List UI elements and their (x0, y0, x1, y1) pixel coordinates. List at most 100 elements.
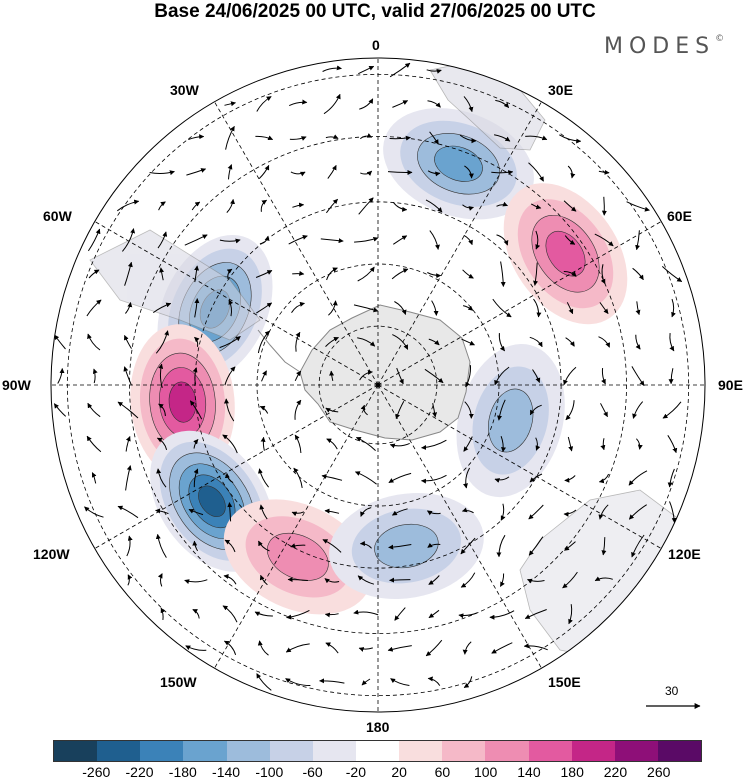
wind-vector (427, 100, 441, 108)
wind-vector (564, 235, 576, 245)
wind-vector (288, 99, 308, 107)
wind-vector (361, 678, 371, 686)
wind-vector (224, 539, 236, 553)
wind-vector (194, 265, 200, 283)
wind-vector (669, 333, 675, 352)
wind-vector (223, 640, 237, 656)
wind-vector (325, 198, 338, 214)
wind-vector (219, 336, 241, 349)
wind-vector (184, 579, 208, 585)
wind-vector (524, 609, 547, 619)
meridian-line (80, 212, 379, 386)
lon-label-0: 0 (372, 37, 380, 53)
wind-vector (426, 510, 441, 516)
lon-label-30w: 30W (170, 82, 199, 98)
wind-vector (528, 162, 544, 182)
wind-vector (598, 169, 610, 175)
wind-vector (567, 436, 574, 452)
wind-vector (158, 201, 166, 211)
wind-vector (184, 234, 208, 246)
wind-vector (357, 575, 375, 585)
colorbar-swatch (312, 741, 356, 761)
colorbar-swatch (528, 741, 572, 761)
wind-vector (535, 230, 541, 250)
wind-vector (387, 170, 413, 176)
colorbar-swatch (269, 741, 313, 761)
wind-vector (290, 543, 306, 549)
wind-vector (496, 201, 508, 207)
wind-vector (388, 544, 412, 550)
colorbar-swatch (571, 741, 615, 761)
wind-vector (157, 231, 168, 249)
colorbar-tick-label: -260 (82, 764, 111, 780)
graticule (51, 58, 705, 712)
lon-label-60w: 60W (43, 208, 72, 224)
wind-vector (632, 401, 644, 419)
wind-vector (462, 269, 474, 279)
wind-vector (667, 435, 678, 454)
wind-vector (223, 398, 235, 422)
wind-vector (428, 575, 440, 585)
meridian-line (80, 384, 379, 558)
wind-vector (193, 468, 199, 488)
modes-logo: MODES© (604, 34, 725, 59)
wind-vector (122, 228, 136, 252)
lon-label-60e: 60E (667, 208, 692, 224)
wind-vector (668, 368, 674, 385)
wind-vector (294, 370, 302, 381)
wind-vector (391, 508, 408, 516)
wind-vector (86, 299, 102, 317)
colorbar-tick-label: 220 (603, 764, 628, 780)
wind-vector (158, 403, 166, 417)
wind-vector (189, 400, 203, 420)
wind-vector (594, 576, 613, 582)
wind-vector (259, 235, 270, 245)
wind-vector (463, 96, 474, 113)
wind-vector (87, 333, 101, 351)
wind-vector (53, 403, 67, 417)
wind-vector (461, 507, 474, 514)
wind-vector (662, 401, 682, 419)
wind-vector (567, 165, 576, 179)
wind-vector (193, 439, 199, 449)
wind-vector (324, 578, 340, 584)
meridian-line (205, 87, 379, 386)
wind-vector (394, 301, 407, 315)
wind-vector (568, 604, 573, 625)
wind-vector (500, 503, 506, 521)
wind-vector (293, 467, 303, 488)
wind-vector (327, 164, 337, 179)
wind-vector (324, 612, 339, 618)
wind-vector (116, 199, 140, 212)
wind-vector (535, 437, 541, 451)
wind-vector (359, 369, 373, 381)
wind-vector (489, 610, 515, 620)
wind-vector (395, 401, 405, 420)
wind-vector (260, 436, 266, 451)
colorbar-swatch (399, 741, 443, 761)
wind-vector (392, 334, 409, 350)
wind-vector (257, 330, 270, 354)
polar-map (50, 57, 706, 713)
wind-vector (598, 504, 609, 520)
wind-vector (563, 509, 577, 517)
wind-vector (259, 405, 269, 414)
lon-label-120w: 120W (33, 546, 70, 562)
wind-vector (600, 403, 608, 418)
wind-vector (491, 642, 513, 654)
wind-vector (529, 336, 543, 348)
wind-vector (355, 436, 376, 451)
wind-vector (360, 404, 368, 416)
wind-vector (498, 333, 505, 352)
wind-vector (563, 200, 577, 212)
wind-vector (354, 236, 379, 243)
wind-vector (564, 475, 576, 483)
wind-vector (389, 442, 410, 449)
wind-vector (427, 676, 441, 686)
wind-vector (325, 642, 339, 654)
wind-vector (157, 573, 163, 587)
colorbar-tick-label: 260 (647, 764, 671, 780)
wind-vector (127, 574, 133, 586)
wind-vector (628, 504, 647, 520)
wind-vector (491, 170, 514, 175)
